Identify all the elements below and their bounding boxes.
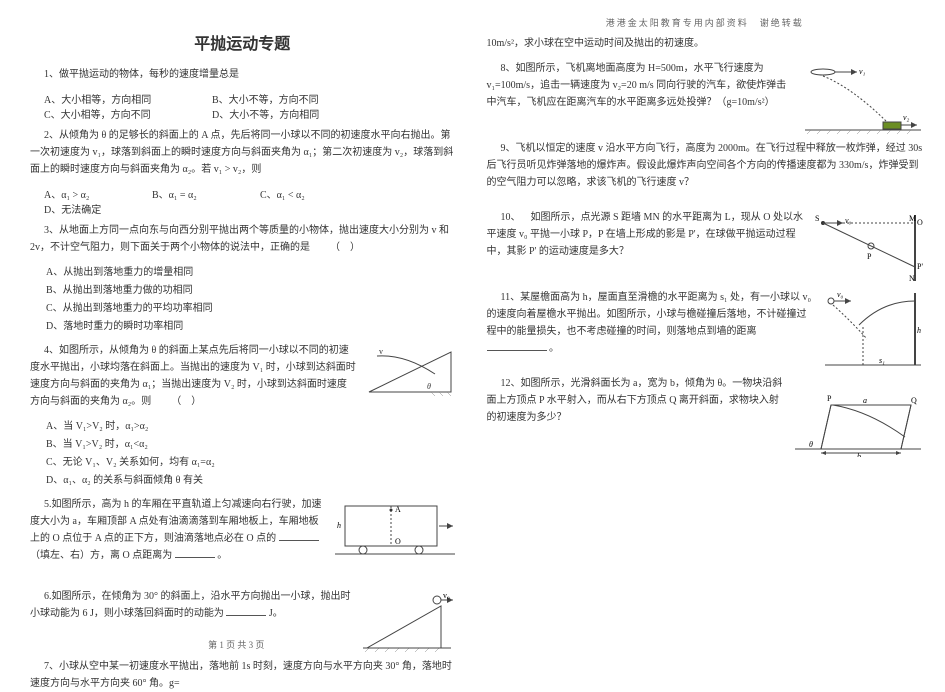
q5-tail2: 。 (217, 550, 227, 561)
q12-figure: P Q b a θ (793, 377, 923, 457)
q6-body: 6.如图所示，在倾角为 30° 的斜面上，沿水平方向抛出一小球，抛出时小球动能为… (30, 591, 351, 619)
q4-figure: v θ (365, 344, 455, 396)
svg-text:v₀: v₀ (845, 216, 852, 225)
svg-text:a: a (863, 396, 867, 405)
page-footer: 第 1 页 共 3 页 (0, 638, 473, 651)
q5-tail1: （填左、右）方，离 O 点距离为 (30, 550, 172, 561)
q11-tail: 。 (549, 343, 559, 354)
q1-opt-d: D、大小不等，方向相同 (212, 106, 362, 121)
q7-text: 7、小球从空中某一初速度水平抛出，落地前 1s 时刻，速度方向与水平方向夹 30… (30, 658, 455, 692)
svg-text:θ: θ (809, 440, 813, 449)
q11-figure: v₀ h s₁ (823, 291, 923, 369)
svg-text:θ: θ (427, 382, 431, 391)
right-column: 港港金太阳教育专用内部资料 谢绝转载 10m/s²，求小球在空中运动时间及抛出的… (473, 0, 945, 655)
q3-sub-c: C、从抛出到落地重力的平均功率相同 (46, 300, 455, 318)
q1-opt-a: A、大小相等，方向相同 (44, 91, 194, 106)
svg-text:O: O (917, 218, 923, 227)
svg-text:P': P' (917, 262, 923, 271)
q2-opt-b: B、α₁ = α₂ (152, 186, 242, 201)
header-note: 港港金太阳教育专用内部资料 谢绝转载 (487, 16, 924, 29)
q5-blank2 (175, 549, 215, 558)
q3-sub: A、从抛出到落地重力的增量相同 B、从抛出到落地重力做的功相同 C、从抛出到落地… (46, 264, 455, 336)
q5-figure: A O h (335, 498, 455, 560)
q5-blank1 (279, 532, 319, 541)
q2-opt-a: A、α₁ > α₂ (44, 186, 134, 201)
q2-opt-c: C、α₁ < α₂ (260, 186, 350, 201)
q1-text: 1、做平抛运动的物体，每秒的速度增量总是 (30, 66, 455, 83)
q10-figure: M N S v₀ P P' O (813, 211, 923, 285)
svg-text:v: v (379, 347, 383, 356)
svg-text:h: h (337, 521, 341, 530)
q1-options: A、大小相等，方向相同 B、大小不等，方向不同 C、大小相等，方向不同 D、大小… (44, 91, 455, 121)
svg-text:Q: Q (911, 396, 917, 405)
q7-tail: 10m/s²，求小球在空中运动时间及抛出的初速度。 (487, 35, 924, 52)
q4-sub-a: A、当 V₁>V₂ 时，α₁>α₂ (46, 418, 455, 436)
q2-options: A、α₁ > α₂ B、α₁ = α₂ C、α₁ < α₂ D、无法确定 (44, 186, 455, 216)
q2-text: 2、从倾角为 θ 的足够长的斜面上的 A 点，先后将同一小球以不同的初速度水平向… (30, 127, 455, 178)
q8-figure: v₁ v₂ (803, 62, 923, 136)
svg-text:M: M (909, 214, 916, 223)
svg-text:v₀: v₀ (443, 591, 450, 600)
q1-opt-c: C、大小相等，方向不同 (44, 106, 194, 121)
q3-text: 3、从地面上方同一点向东与向西分别平抛出两个等质量的小物体，抛出速度大小分别为 … (30, 222, 455, 256)
svg-text:S: S (815, 214, 819, 223)
q3-sub-d: D、落地时重力的瞬时功率相同 (46, 318, 455, 336)
svg-text:b: b (857, 452, 861, 457)
doc-title: 平抛运动专题 (30, 30, 455, 54)
q4-sub-b: B、当 V₁>V₂ 时，α₁<α₂ (46, 436, 455, 454)
svg-text:A: A (395, 505, 401, 514)
q3-sub-b: B、从抛出到落地重力做的功相同 (46, 282, 455, 300)
q11-blank (487, 342, 547, 351)
q4-sub: A、当 V₁>V₂ 时，α₁>α₂ B、当 V₁>V₂ 时，α₁<α₂ C、无论… (46, 418, 455, 490)
svg-text:P: P (867, 252, 872, 261)
q2-opt-d: D、无法确定 (44, 201, 134, 216)
q6-tail: J。 (269, 608, 283, 619)
svg-text:P: P (827, 394, 832, 403)
svg-text:v₁: v₁ (859, 67, 866, 76)
q9-text: 9、飞机以恒定的速度 v 沿水平方向飞行，高度为 2000m。在飞行过程中释放一… (487, 140, 924, 191)
q4-sub-c: C、无论 V₁、V₂ 关系如何，均有 α₁=α₂ (46, 454, 455, 472)
svg-text:v₂: v₂ (903, 113, 910, 122)
left-column: 平抛运动专题 1、做平抛运动的物体，每秒的速度增量总是 A、大小相等，方向相同 … (0, 0, 473, 655)
q3-sub-a: A、从抛出到落地重力的增量相同 (46, 264, 455, 282)
svg-text:N: N (909, 274, 915, 283)
q1-opt-b: B、大小不等，方向不同 (212, 91, 362, 106)
svg-text:O: O (395, 537, 401, 546)
svg-text:h: h (917, 326, 921, 335)
svg-text:s₁: s₁ (879, 356, 885, 365)
svg-text:v₀: v₀ (837, 291, 844, 299)
q6-blank (226, 607, 266, 616)
q11-body: 11、某屋檐面高为 h，屋面直至滑檐的水平距离为 s₁ 处，有一小球以 v₀ 的… (487, 292, 812, 337)
q4-sub-d: D、α₁、α₂ 的关系与斜面倾角 θ 有关 (46, 472, 455, 490)
